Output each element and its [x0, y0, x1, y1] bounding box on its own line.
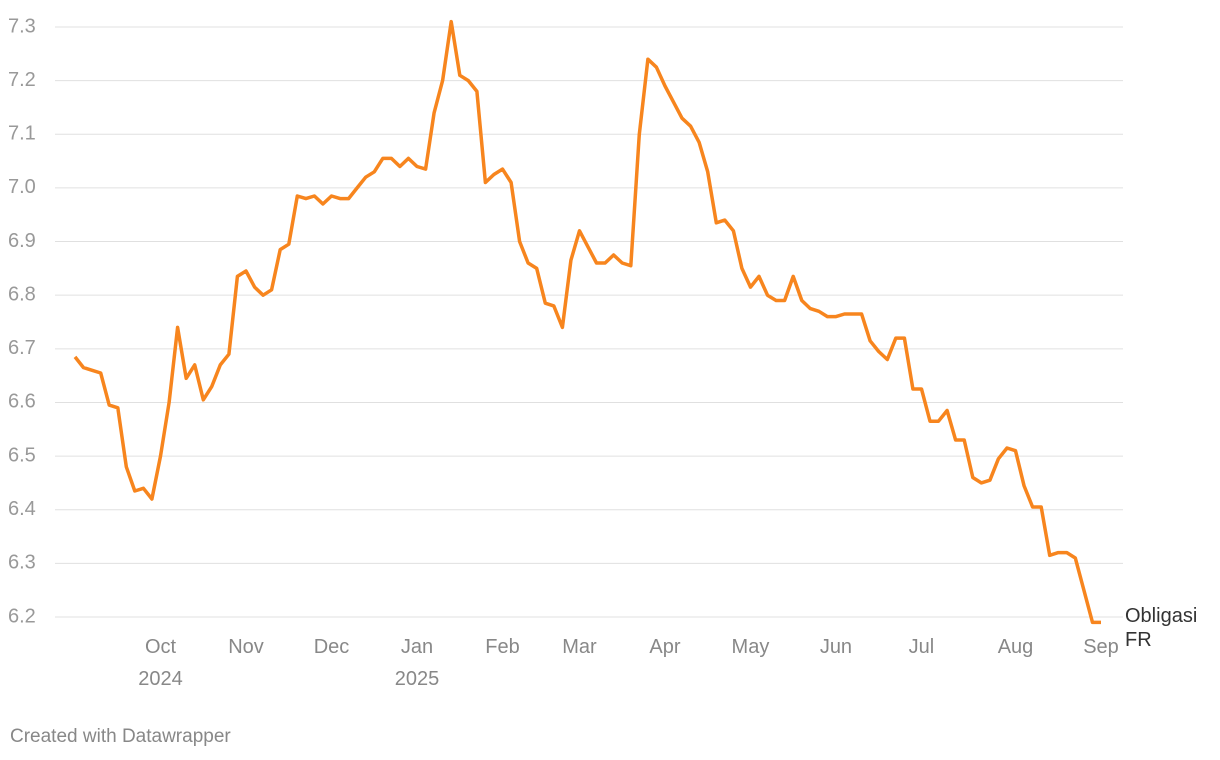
x-tick-label: Jan 2025 [395, 636, 440, 690]
x-tick-label: Jul [909, 636, 935, 658]
credit: Created with Datawrapper [10, 726, 231, 747]
y-tick-label: 6.8 [8, 283, 36, 305]
x-tick-label: Aug [998, 636, 1034, 658]
y-tick-label: 6.9 [8, 230, 36, 252]
line [73, 19, 1101, 625]
x-tick-label: May [732, 636, 770, 658]
x-tick-label: Feb [485, 636, 519, 658]
x-tick-label: Apr [649, 636, 680, 658]
y-tick-label: 6.5 [8, 444, 36, 466]
y-tick-label: 7.2 [8, 69, 36, 91]
y-tick-label: 6.6 [8, 391, 36, 413]
y-tick-label: 6.7 [8, 337, 36, 359]
x-tick-label: Nov [228, 636, 264, 658]
x-tick-label: Mar [562, 636, 597, 658]
y-tick-label: 6.4 [8, 498, 36, 520]
x-tick-label: Jun [820, 636, 852, 658]
x-tick-label: Sep [1083, 636, 1119, 658]
legend-label: Obligasi FR [1125, 605, 1197, 651]
y-tick-label: 6.2 [8, 605, 36, 627]
x-tick-label: Dec [314, 636, 350, 658]
x-tick-label: Oct 2024 [138, 636, 183, 690]
y-tick-label: 6.3 [8, 552, 36, 574]
y-tick-label: 7.3 [8, 15, 36, 37]
y-tick-label: 7.0 [8, 176, 36, 198]
y-tick-label: 7.1 [8, 123, 36, 145]
